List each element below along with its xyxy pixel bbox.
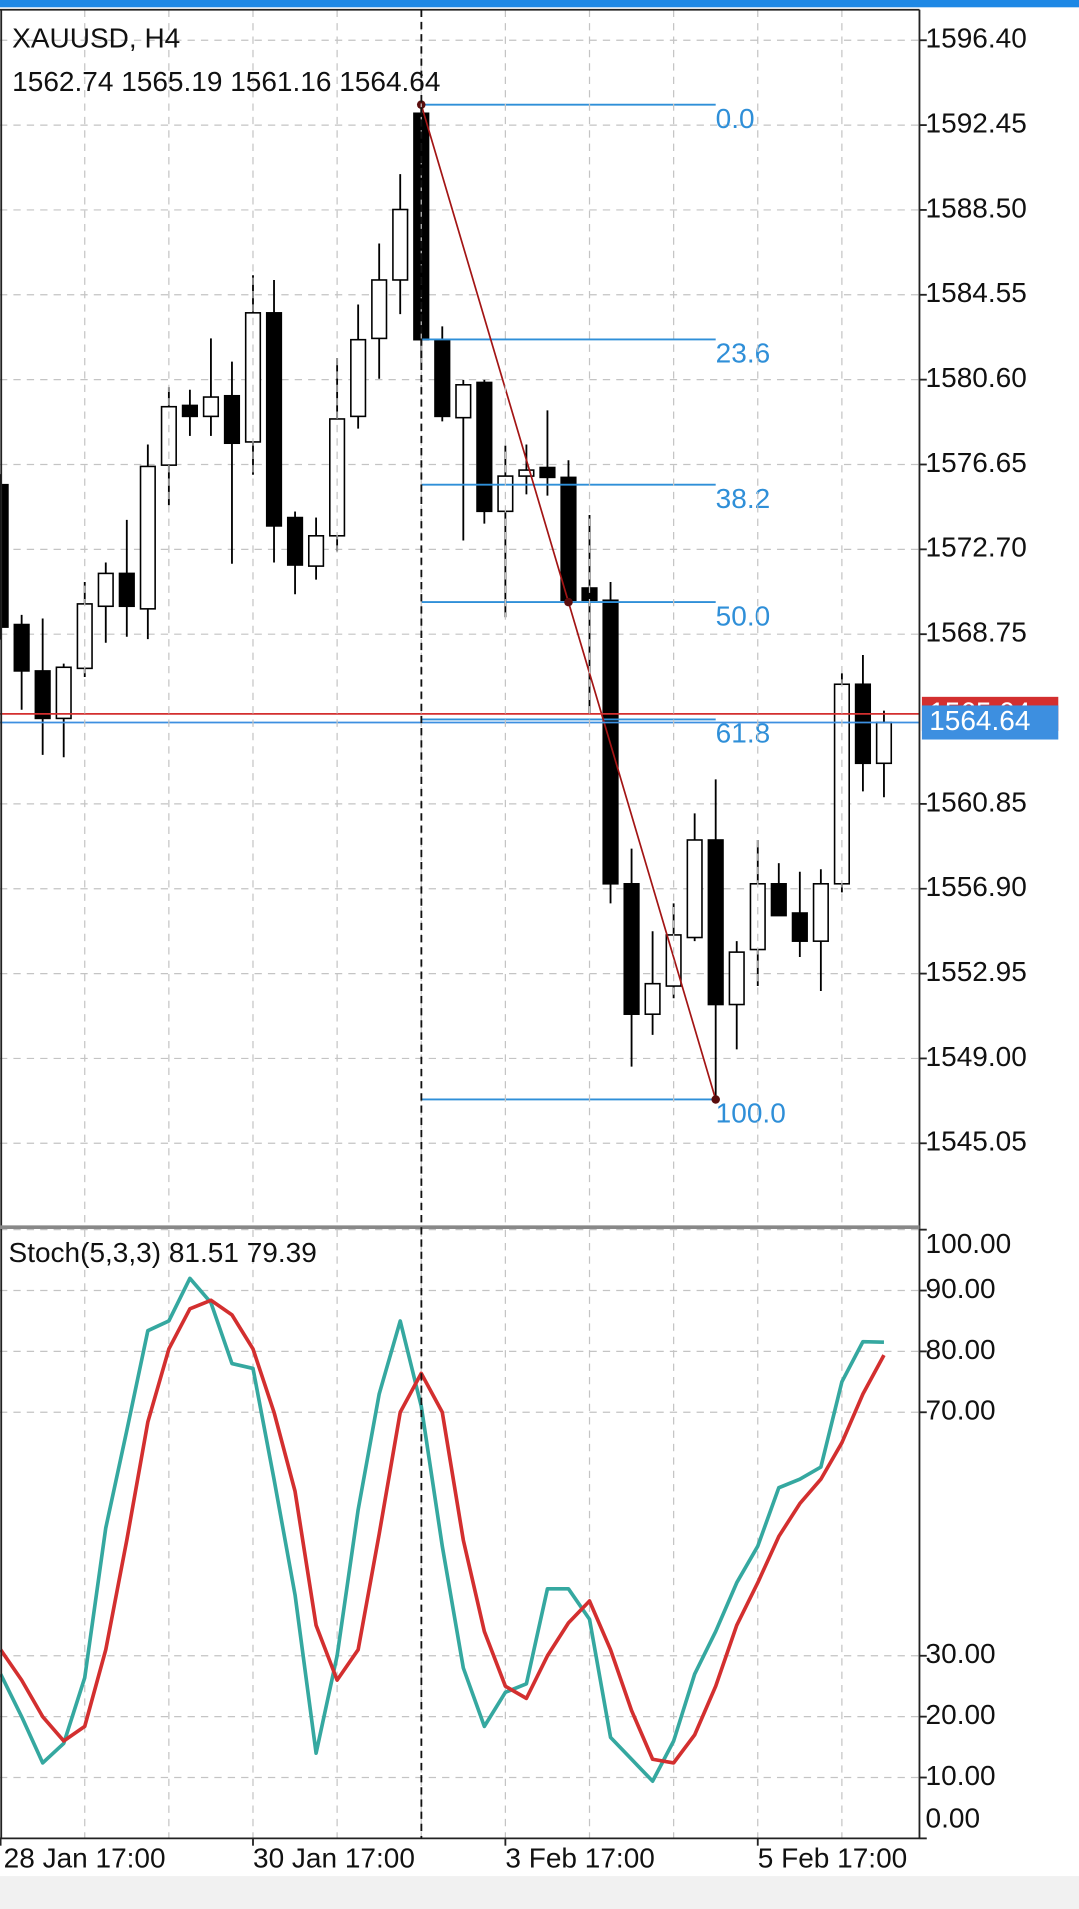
indicator-line — [0, 1276, 884, 1783]
low-readout: 1561.16 — [230, 66, 331, 97]
bid-marker — [921, 705, 1059, 740]
y-tick-label: 1584.55 — [926, 277, 1027, 308]
candle-body — [476, 381, 493, 513]
y-tick-label: 80.00 — [926, 1334, 996, 1365]
y-tick-label: 1580.60 — [926, 362, 1027, 393]
fib-label: 23.6 — [716, 338, 771, 369]
candle-body — [139, 465, 156, 610]
y-tick-label: 1560.85 — [926, 786, 1027, 817]
candle-body — [118, 572, 135, 608]
indicator-name: Stoch(5,3,3) — [9, 1238, 162, 1269]
candle-body — [875, 721, 893, 765]
high-readout: 1565.19 — [121, 66, 222, 97]
candle-body — [181, 404, 198, 418]
chart-title: XAUUSD, H4 — [12, 23, 180, 54]
fib-label: 100.0 — [716, 1098, 786, 1129]
candle-body — [265, 312, 283, 527]
y-tick-label: 1556.90 — [926, 871, 1027, 902]
candle-body — [350, 338, 367, 418]
candle-body — [329, 418, 346, 537]
indicator-title: Stoch(5,3,3) 81.51 79.39 — [9, 1238, 317, 1269]
candle-body — [644, 982, 661, 1015]
candle-body — [286, 516, 304, 566]
candle-body — [707, 839, 724, 1006]
candle-body — [223, 394, 241, 445]
bid-label: 1564.64 — [929, 705, 1030, 736]
indicator-line — [0, 1298, 886, 1765]
fib-label: 50.0 — [716, 600, 771, 631]
candle-body — [97, 572, 114, 608]
k-readout: 81.51 — [169, 1238, 239, 1269]
y-tick-label: 1596.40 — [926, 23, 1027, 54]
candle-body — [455, 384, 472, 419]
d-readout: 79.39 — [247, 1238, 317, 1269]
y-tick-label: 1592.45 — [926, 107, 1027, 138]
candle-body — [623, 883, 640, 1015]
footer-strip — [0, 1876, 1079, 1909]
y-tick-label: 1568.75 — [926, 617, 1027, 648]
x-tick-label: 28 Jan 17:00 — [4, 1843, 166, 1874]
candle-body — [539, 466, 556, 479]
plot-layer: 1596.40 1592.45 1588.50 1584.55 1580.60 1576.… — [0, 9, 1059, 1874]
candle-body — [34, 670, 51, 720]
candle-body — [55, 666, 72, 720]
ohlc-readout: 1562.74 1565.19 1561.16 1564.64 — [12, 66, 440, 97]
y-tick-label: 1588.50 — [926, 192, 1027, 223]
y-tick-label: 10.00 — [926, 1760, 996, 1791]
status-bar — [0, 0, 1079, 8]
candle-body — [307, 535, 325, 567]
candle-body — [518, 469, 535, 477]
y-tick-label: 1552.95 — [926, 956, 1027, 987]
candle-body — [812, 883, 829, 942]
fib-midpoint — [564, 597, 573, 607]
y-tick-label: 90.00 — [926, 1273, 996, 1304]
fib-anchor — [711, 1095, 720, 1104]
candle-body — [13, 623, 30, 672]
y-tick-label: 1576.65 — [926, 447, 1027, 478]
y-tick-label: 70.00 — [926, 1395, 996, 1426]
candle-body — [392, 208, 409, 281]
candle-body — [854, 683, 872, 765]
candle-body — [371, 279, 388, 340]
x-tick-label: 5 Feb 17:00 — [758, 1843, 907, 1874]
close-readout: 1564.64 — [339, 66, 440, 97]
candle-body — [686, 839, 703, 939]
y-tick-label: 1572.70 — [926, 532, 1027, 563]
candle-body — [770, 883, 787, 917]
open-readout: 1562.74 — [12, 66, 113, 97]
fib-label: 0.0 — [716, 103, 755, 134]
y-tick-label: 1549.00 — [926, 1041, 1027, 1072]
candle-body — [728, 951, 745, 1006]
y-tick-label: 30.00 — [926, 1638, 996, 1669]
x-tick-label: 30 Jan 17:00 — [253, 1843, 415, 1874]
fib-label: 38.2 — [716, 483, 771, 514]
candle-body — [202, 396, 220, 418]
y-tick-label: 1545.05 — [926, 1126, 1027, 1157]
y-tick-label: 0.00 — [926, 1803, 981, 1834]
y-tick-label: 20.00 — [926, 1699, 996, 1730]
candle-body — [791, 912, 808, 942]
y-tick-label: 100.00 — [926, 1228, 1012, 1259]
candle-body — [434, 338, 451, 418]
x-tick-label: 3 Feb 17:00 — [505, 1843, 654, 1874]
